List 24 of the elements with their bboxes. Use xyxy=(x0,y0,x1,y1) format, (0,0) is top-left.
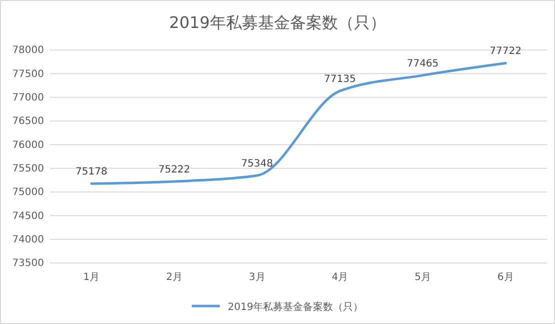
y-tick-label: 76500 xyxy=(12,116,44,128)
data-label: 75222 xyxy=(158,164,190,176)
x-tick-label: 5月 xyxy=(414,272,431,284)
data-label: 77465 xyxy=(406,58,439,70)
x-tick-label: 4月 xyxy=(332,272,348,284)
data-label: 75178 xyxy=(76,166,108,178)
y-tick-label: 77000 xyxy=(12,92,44,104)
y-tick-label: 74500 xyxy=(12,210,44,222)
y-tick-label: 77500 xyxy=(12,68,44,80)
x-tick-label: 1月 xyxy=(83,272,100,284)
data-label: 77135 xyxy=(324,74,356,85)
data-label: 75348 xyxy=(241,158,273,170)
chart-title: 2019年私募基金备案数（只） xyxy=(169,13,386,32)
x-tick-label: 3月 xyxy=(248,272,266,284)
y-tick-label: 76000 xyxy=(12,140,44,151)
y-tick-label: 74000 xyxy=(12,234,44,246)
x-tick-label: 2月 xyxy=(166,272,182,284)
x-tick-label: 6月 xyxy=(497,272,514,284)
legend-label: 2019年私募基金备案数（只） xyxy=(228,301,364,313)
y-tick-label: 75500 xyxy=(12,164,44,175)
y-tick-label: 78000 xyxy=(12,45,44,56)
y-tick-label: 73500 xyxy=(12,258,44,270)
y-tick-label: 75000 xyxy=(12,187,44,198)
data-label: 77722 xyxy=(490,46,522,58)
